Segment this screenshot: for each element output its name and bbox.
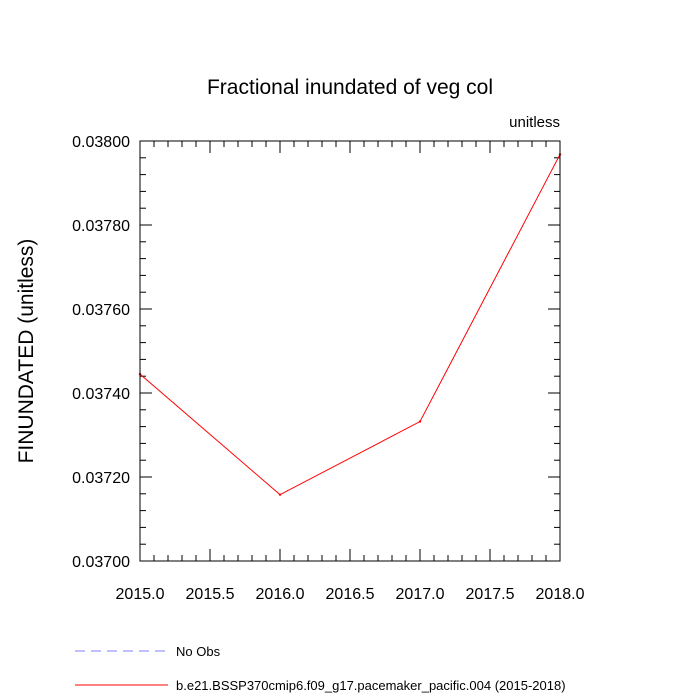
y-tick-label: 0.03780 (72, 218, 130, 235)
series-layer (138, 153, 562, 496)
chart-title: Fractional inundated of veg col (207, 76, 493, 99)
y-axis-label: FINUNDATED (unitless) (15, 239, 38, 464)
y-tick-label: 0.03740 (72, 386, 130, 403)
x-tick-label: 2016.0 (256, 586, 305, 603)
data-point (418, 420, 422, 423)
plot-frame (139, 140, 561, 562)
y-tick-label: 0.03700 (72, 554, 130, 571)
y-tick-label: 0.03800 (72, 134, 130, 151)
legend-label-1: b.e21.BSSP370cmip6.f09_g17.pacemaker_pac… (176, 678, 566, 693)
legend: No Obs b.e21.BSSP370cmip6.f09_g17.pacemak… (75, 644, 566, 693)
x-tick-label: 2017.0 (396, 586, 445, 603)
x-tick-label: 2015.5 (186, 586, 235, 603)
y-tick-label: 0.03720 (72, 470, 130, 487)
x-tick-label: 2016.5 (326, 586, 375, 603)
units-label: unitless (509, 114, 560, 131)
x-tick-label: 2017.5 (466, 586, 515, 603)
x-tick-label: 2015.0 (116, 586, 165, 603)
data-point (278, 493, 282, 496)
series-line-1 (139, 154, 561, 496)
ticks-layer: 2015.0 2015.5 2016.0 2016.5 2017.0 2017.5 2018… (72, 134, 584, 603)
legend-label-0: No Obs (176, 644, 221, 659)
y-tick-label: 0.03760 (72, 302, 130, 319)
x-tick-label: 2018.0 (536, 586, 585, 603)
